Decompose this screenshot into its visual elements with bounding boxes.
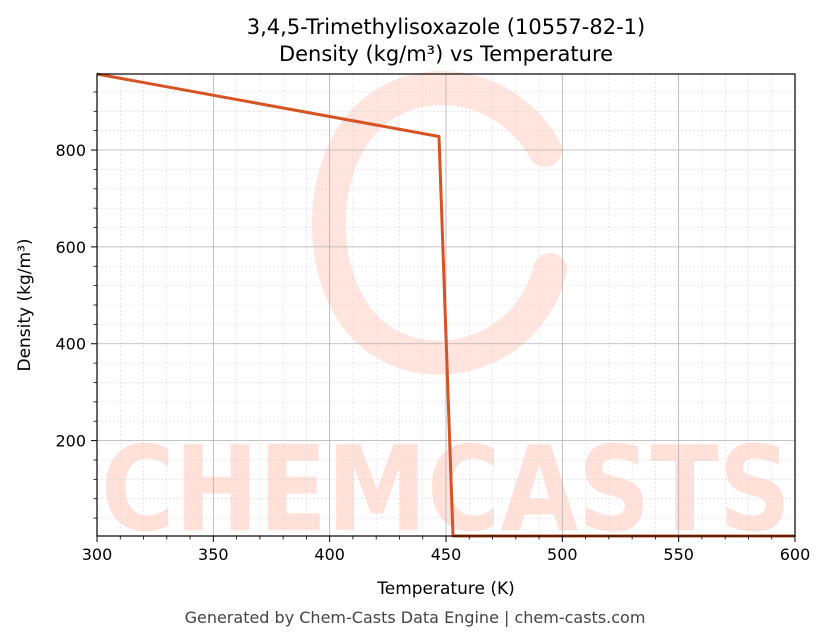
y-tick-label: 600	[55, 238, 86, 257]
x-axis-label: Temperature (K)	[376, 579, 515, 599]
x-tick-label: 550	[663, 545, 694, 564]
footer-credit: Generated by Chem-Casts Data Engine | ch…	[184, 608, 646, 627]
x-tick-label: 450	[431, 545, 462, 564]
y-tick-label: 200	[55, 432, 86, 451]
watermark-swirl	[311, 71, 567, 375]
x-tick-label: 300	[82, 545, 113, 564]
x-axis: 300 350 400 450 500 550 600	[82, 536, 811, 564]
x-tick-label: 350	[198, 545, 229, 564]
chart-title-line-1: 3,4,5-Trimethylisoxazole (10557-82-1)	[247, 15, 645, 39]
y-tick-label: 800	[55, 141, 86, 160]
chart-title-line-2: Density (kg/m³) vs Temperature	[279, 42, 613, 66]
y-axis: 200 400 600 800	[55, 91, 97, 519]
x-tick-label: 600	[780, 545, 811, 564]
y-axis-label: Density (kg/m³)	[15, 238, 35, 371]
x-tick-label: 400	[314, 545, 345, 564]
x-tick-label: 500	[547, 545, 578, 564]
y-tick-label: 400	[55, 335, 86, 354]
